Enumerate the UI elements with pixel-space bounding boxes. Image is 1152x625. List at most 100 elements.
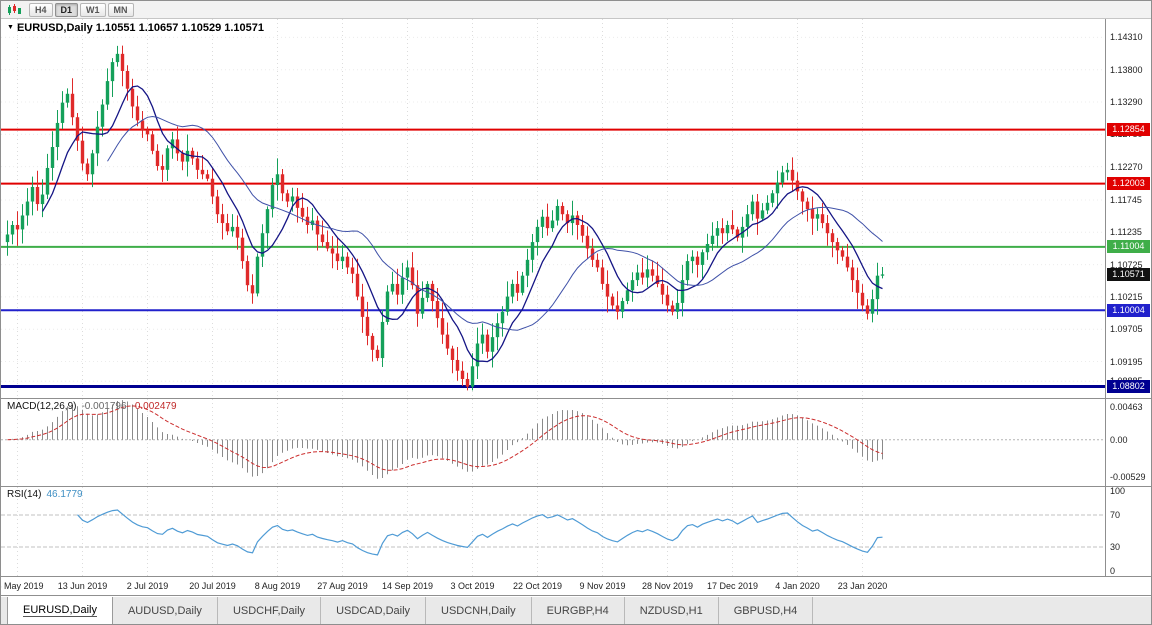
candle-body — [265, 209, 270, 234]
candle-body — [810, 209, 815, 219]
candle-body — [515, 283, 520, 293]
candlestick-chart[interactable] — [1, 19, 1105, 398]
candle-body — [775, 182, 780, 194]
chart-tab-eurusd-daily[interactable]: EURUSD,Daily — [7, 597, 113, 624]
candle-body — [400, 277, 405, 295]
symbol-dropdown-icon[interactable]: ▼ — [7, 24, 14, 31]
candle-body — [495, 323, 500, 338]
price-scale-label: 1.09705 — [1110, 324, 1143, 335]
candle-body — [490, 337, 495, 352]
chart-tab-usdcad-daily[interactable]: USDCAD,Daily — [321, 597, 427, 624]
candle-body — [270, 185, 275, 210]
chart-tab-gbpusd-h4[interactable]: GBPUSD,H4 — [719, 597, 814, 624]
candle-body — [800, 191, 805, 202]
macd-axis[interactable]: 0.00463 0.00 -0.00529 — [1105, 399, 1151, 486]
timeframe-button-mn[interactable]: MN — [107, 2, 134, 17]
candle-body — [445, 334, 450, 349]
date-label: 8 Aug 2019 — [254, 581, 301, 591]
macd-panel[interactable]: MACD(12,26,9) -0.001796 -0.002479 0.00463 0… — [1, 399, 1151, 487]
candle-body — [635, 272, 640, 281]
timeframe-button-d1[interactable]: D1 — [54, 2, 79, 17]
candle-body — [550, 220, 555, 229]
candle-body — [15, 224, 20, 230]
candle-body — [45, 167, 50, 195]
candle-body — [650, 269, 655, 276]
candle-body — [30, 186, 35, 202]
candle-body — [420, 297, 425, 314]
candle-body — [425, 283, 430, 298]
candle-body — [405, 267, 410, 278]
time-axis[interactable]: 25 May 2019 13 Jun 2019 2 Jul 2019 20 Jul 2… — [1, 577, 1151, 596]
date-label: 25 May 2019 — [1, 581, 44, 591]
candle-body — [780, 172, 785, 183]
rsi-scale-label: 30 — [1110, 542, 1121, 552]
candle-body — [715, 228, 720, 236]
candle-body — [525, 259, 530, 276]
candle-body — [440, 318, 445, 335]
macd-chart[interactable] — [1, 399, 1105, 486]
rsi-scale-label: 0 — [1110, 566, 1116, 576]
candle-body — [50, 147, 55, 168]
candle-body — [290, 196, 295, 202]
price-scale-label: 1.13800 — [1110, 64, 1143, 75]
candle-body — [660, 283, 665, 295]
chart-tab-usdcnh-daily[interactable]: USDCNH,Daily — [426, 597, 532, 624]
price-line-badge: 1.11004 — [1107, 240, 1150, 254]
candle-body — [730, 224, 735, 230]
date-label: 28 Nov 2019 — [641, 581, 694, 591]
current-price-badge: 1.10571 — [1107, 267, 1150, 281]
candle-body — [465, 378, 470, 387]
candle-body — [875, 275, 880, 300]
candle-body — [580, 224, 585, 236]
macd-scale-label: -0.00529 — [1110, 471, 1146, 482]
price-scale-label: 1.10215 — [1110, 291, 1143, 302]
candle-body — [860, 292, 865, 306]
candle-body — [55, 122, 60, 148]
candle-body — [850, 267, 855, 281]
candle-body — [375, 349, 380, 359]
candle-body — [250, 285, 255, 294]
timeframe-button-h4[interactable]: H4 — [29, 2, 53, 17]
chart-tab-nzdusd-h1[interactable]: NZDUSD,H1 — [625, 597, 719, 624]
price-panel[interactable]: ▼ EURUSD,Daily 1.10551 1.10657 1.10529 1.… — [1, 19, 1151, 399]
date-label: 9 Nov 2019 — [579, 581, 626, 591]
rsi-chart[interactable] — [1, 487, 1105, 576]
candle-body — [145, 129, 150, 135]
rsi-name: RSI(14) — [7, 489, 42, 500]
candle-body — [535, 226, 540, 243]
chart-tab-usdchf-daily[interactable]: USDCHF,Daily — [218, 597, 322, 624]
price-axis[interactable]: 1.143101.138001.132901.127801.122701.117… — [1105, 19, 1151, 398]
candle-body — [40, 194, 45, 205]
candle-body — [855, 280, 860, 293]
rsi-title: RSI(14) 46.1779 — [7, 489, 83, 500]
candle-body — [125, 70, 130, 89]
rsi-panel[interactable]: RSI(14) 46.1779 100 70 30 0 — [1, 487, 1151, 577]
candle-body — [330, 248, 335, 254]
candle-body — [695, 256, 700, 265]
chart-tab-label: USDCNH,Daily — [441, 604, 516, 617]
rsi-axis[interactable]: 100 70 30 0 — [1105, 487, 1151, 576]
candle-body — [220, 214, 225, 224]
candle-body — [705, 243, 710, 253]
candle-body — [600, 267, 605, 284]
timeframe-button-w1[interactable]: W1 — [80, 2, 106, 17]
candle-body — [720, 228, 725, 234]
candle-body — [390, 283, 395, 292]
chart-tab-audusd-daily[interactable]: AUDUSD,Daily — [113, 597, 218, 624]
candle-body — [460, 370, 465, 379]
candle-body — [655, 275, 660, 284]
candle-body — [100, 104, 105, 127]
candle-body — [485, 334, 490, 352]
candle-body — [5, 234, 10, 243]
date-label: 17 Dec 2019 — [706, 581, 759, 591]
candle-body — [180, 153, 185, 162]
chart-tab-eurgbp-h4[interactable]: EURGBP,H4 — [532, 597, 625, 624]
candle-body — [370, 335, 375, 350]
macd-name: MACD(12,26,9) — [7, 401, 77, 412]
candle-body — [255, 256, 260, 294]
candle-body — [140, 120, 145, 130]
candle-body — [545, 216, 550, 229]
price-line-badge: 1.10004 — [1107, 303, 1150, 317]
candle-body — [225, 223, 230, 232]
